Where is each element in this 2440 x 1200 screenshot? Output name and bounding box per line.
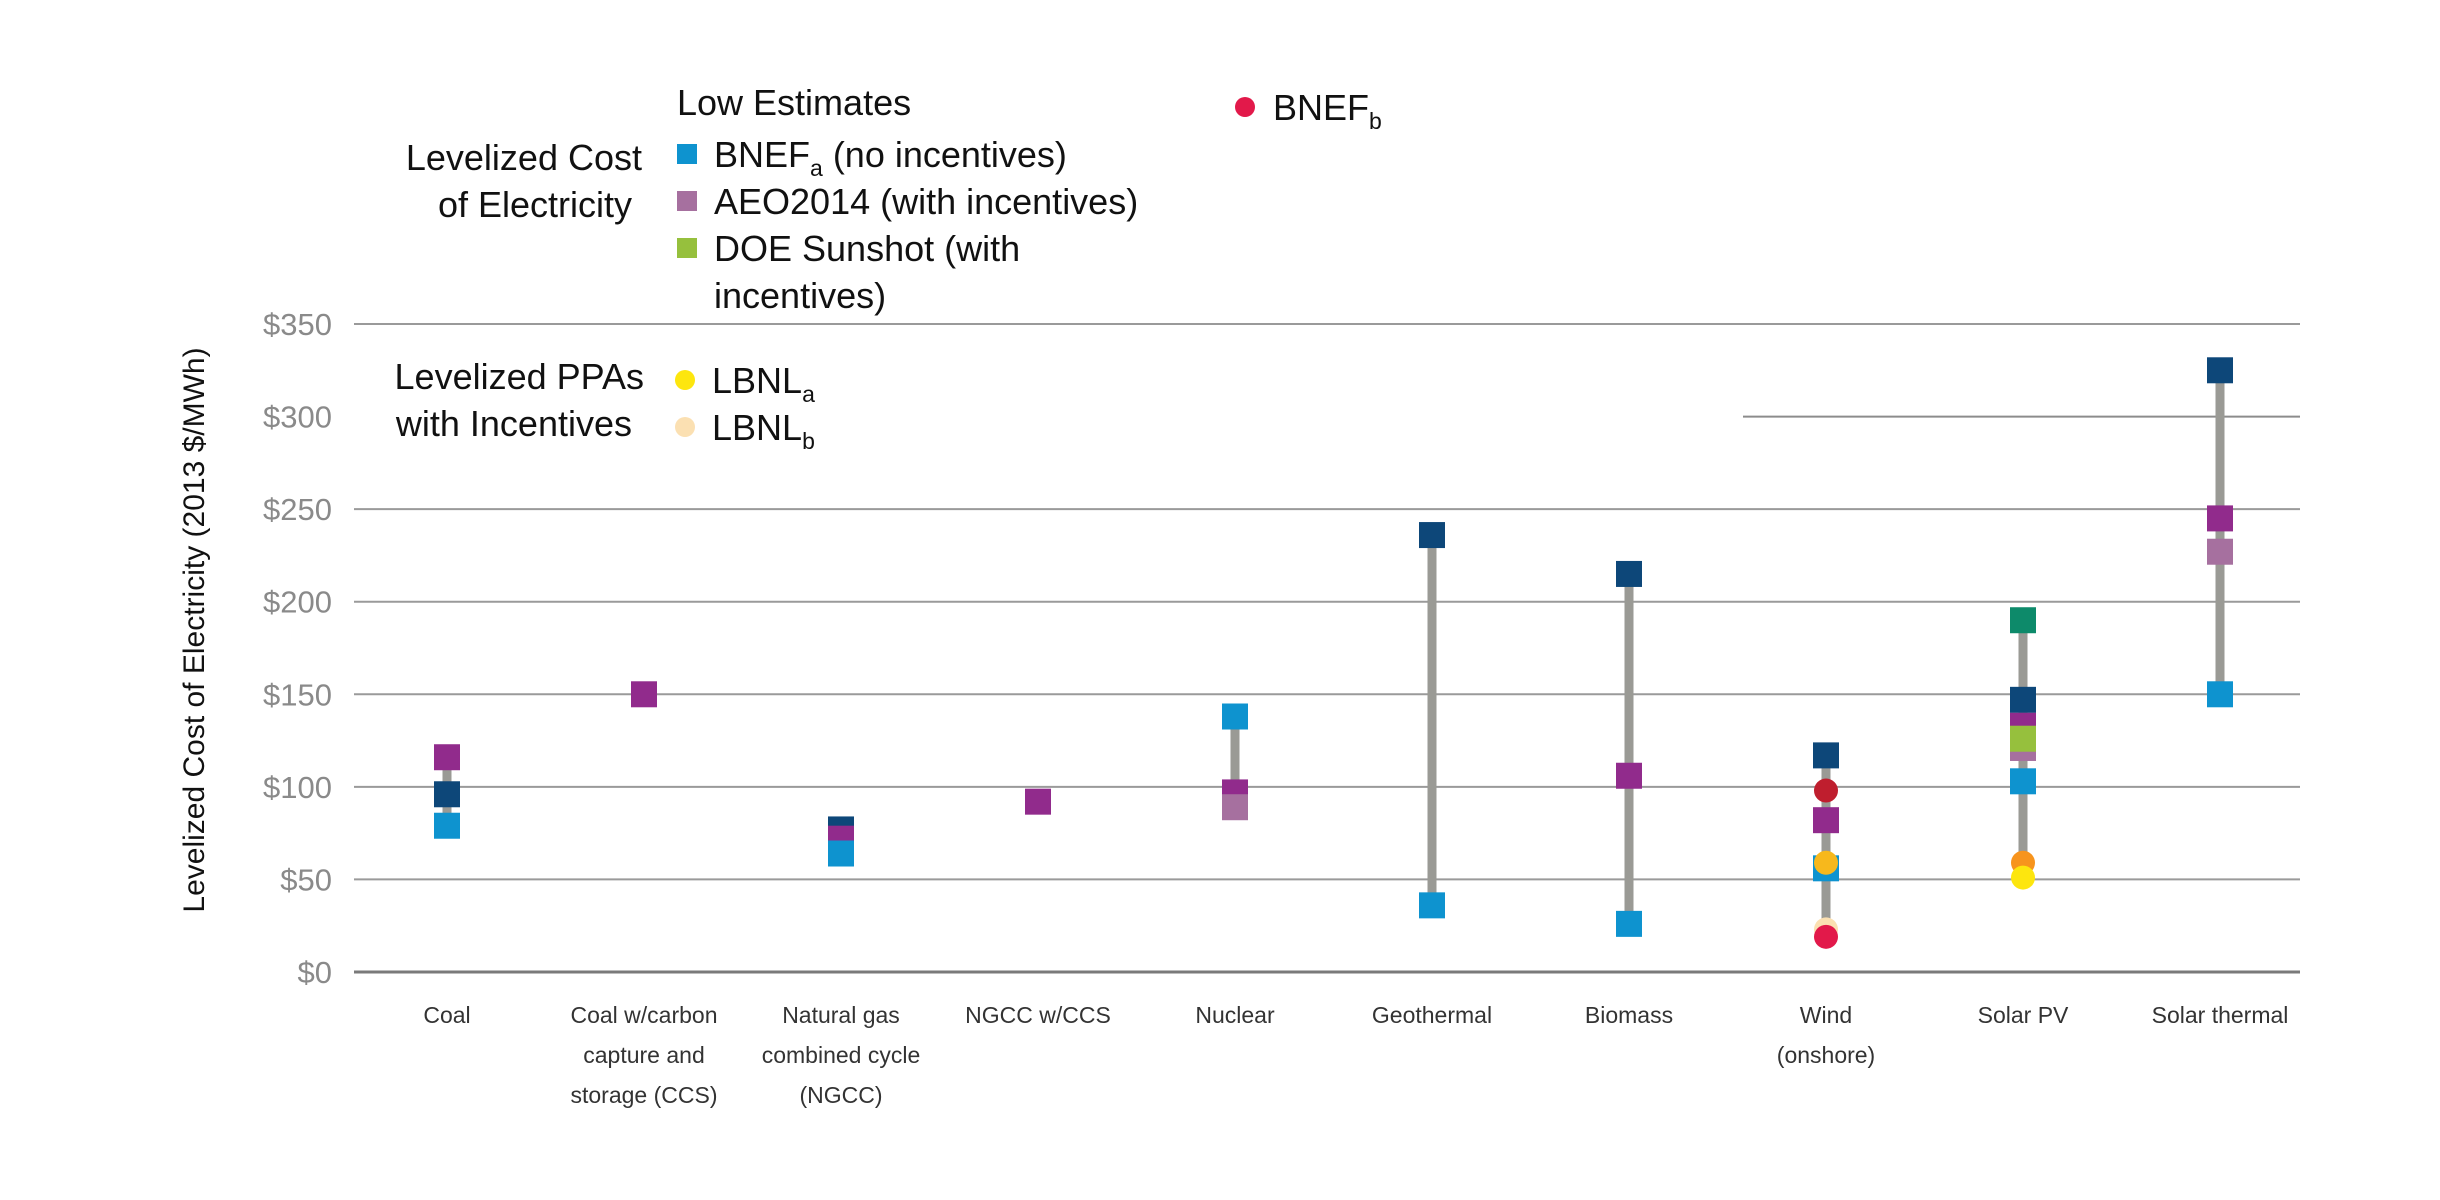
gridlines <box>354 323 2300 974</box>
data-point-square <box>1616 910 1642 937</box>
data-point-square <box>1419 892 1445 919</box>
category-label: Solar PV <box>1978 1002 2069 1028</box>
data-point-circle <box>2011 865 2035 890</box>
legend-label-lbnl_a: LBNLa <box>712 360 815 407</box>
data-point-square <box>2010 725 2036 752</box>
legend-label-text: LBNL <box>712 407 802 448</box>
data-point-square <box>2207 538 2233 565</box>
category-label: Biomass <box>1585 1002 1673 1028</box>
legend-label-lbnl_b: LBNLb <box>712 407 815 454</box>
y-tick-label: $50 <box>280 862 332 897</box>
data-point-circle <box>1814 778 1838 803</box>
data-point-square <box>2010 607 2036 634</box>
legend-marker-aeo_purple <box>677 191 697 211</box>
category-label: capture and <box>583 1042 704 1068</box>
y-tick-label: $200 <box>263 585 332 620</box>
legend-label-subscript: a <box>802 381 815 407</box>
category-label: Natural gas <box>782 1002 900 1028</box>
category-label: Wind <box>1800 1002 1852 1028</box>
legend-group-title: Levelized PPAs <box>395 356 644 397</box>
legend-marker-bnef_a <box>677 144 697 164</box>
legend-marker-doe <box>677 238 697 258</box>
legend-label-subscript: b <box>802 428 815 454</box>
data-point-square <box>2207 505 2233 532</box>
data-points <box>434 357 2233 949</box>
data-point-square <box>2207 357 2233 384</box>
data-point-square <box>1813 807 1839 834</box>
y-tick-label: $150 <box>263 677 332 712</box>
category-label: combined cycle <box>762 1042 921 1068</box>
y-tick-label: $100 <box>263 770 332 805</box>
legend: Levelized Cost of Electricity Low Estimate… <box>395 82 1382 454</box>
data-point-square <box>434 781 460 808</box>
category-label: Geothermal <box>1372 1002 1492 1028</box>
data-point-square <box>1222 703 1248 730</box>
data-point-square <box>2010 768 2036 795</box>
category-label: Solar thermal <box>2152 1002 2289 1028</box>
legend-label-doe: DOE Sunshot (with <box>714 228 1020 269</box>
data-point-square <box>434 744 460 771</box>
y-tick-label: $0 <box>298 955 332 990</box>
legend-label-text: DOE Sunshot (with <box>714 228 1020 269</box>
legend-group-title: Levelized Cost <box>406 137 642 178</box>
legend-marker-bnef_b <box>1235 97 1255 117</box>
range-bars <box>442 370 2225 937</box>
category-label: Nuclear <box>1195 1002 1275 1028</box>
data-point-square <box>2207 681 2233 708</box>
legend-label-subscript: b <box>1369 108 1382 134</box>
data-point-square <box>631 681 657 708</box>
category-label: Coal w/carbon <box>570 1002 717 1028</box>
data-point-square <box>1616 762 1642 789</box>
legend-label-text: BNEF <box>1273 87 1369 128</box>
data-point-circle <box>1814 924 1838 949</box>
legend-label-text: AEO2014 (with incentives) <box>714 181 1138 222</box>
legend-group-title: of Electricity <box>438 184 632 225</box>
legend-group-title: with Incentives <box>395 403 632 444</box>
legend-marker-lbnl_a <box>675 370 695 390</box>
category-label: (onshore) <box>1777 1042 1875 1068</box>
data-point-square <box>1419 522 1445 549</box>
category-label: Coal <box>423 1002 470 1028</box>
x-category-labels: Coal Coal w/carbon capture and storage (CCS… <box>423 1002 2288 1108</box>
y-tick-label: $250 <box>263 492 332 527</box>
legend-label-aeo_purple: AEO2014 (with incentives) <box>714 181 1138 222</box>
category-label: NGCC w/CCS <box>965 1002 1111 1028</box>
data-point-square <box>1813 742 1839 769</box>
legend-label-text: BNEF <box>714 134 810 175</box>
legend-marker-lbnl_b <box>675 417 695 437</box>
data-point-square <box>434 812 460 839</box>
category-label: (NGCC) <box>799 1082 882 1108</box>
category-label: storage (CCS) <box>571 1082 718 1108</box>
legend-subtitle: Low Estimates <box>677 82 911 123</box>
legend-label-bnef_a: BNEFa (no incentives) <box>714 134 1067 181</box>
legend-label-line2: incentives) <box>714 275 886 316</box>
legend-label-suffix: (no incentives) <box>823 134 1067 175</box>
legend-label-subscript: a <box>810 155 823 181</box>
data-point-square <box>1025 788 1051 815</box>
y-tick-labels: $0 $50 $100 $150 $200 $250 $300 $350 <box>263 307 332 990</box>
data-point-square <box>1222 794 1248 821</box>
data-point-square <box>1616 560 1642 587</box>
y-tick-label: $300 <box>263 400 332 435</box>
data-point-square <box>828 840 854 867</box>
data-point-circle <box>1814 850 1838 875</box>
y-tick-label: $350 <box>263 307 332 342</box>
data-point-square <box>2010 686 2036 713</box>
y-axis-title: Levelized Cost of Electricity (2013 $/MW… <box>178 347 211 912</box>
legend-label-text: LBNL <box>712 360 802 401</box>
legend-label-bnef_b: BNEFb <box>1273 87 1382 134</box>
